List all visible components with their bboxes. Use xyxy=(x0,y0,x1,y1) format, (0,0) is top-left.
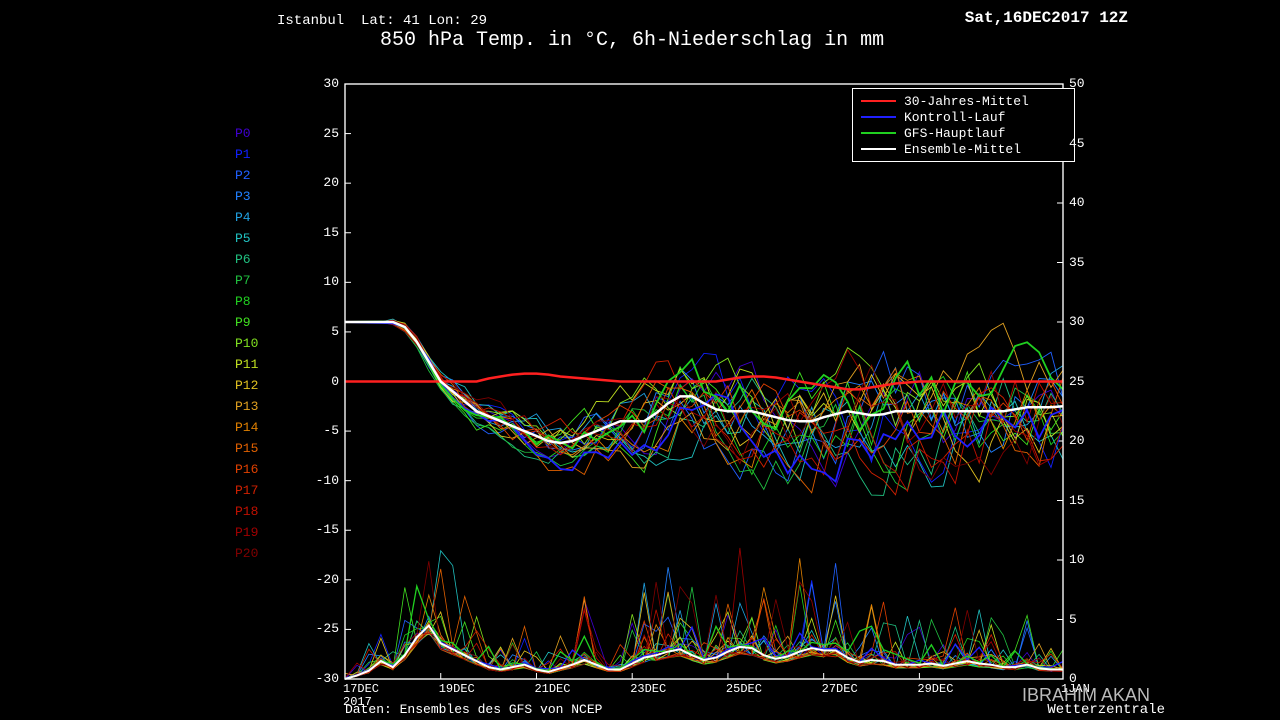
y-left-tick: 30 xyxy=(323,76,339,91)
y-right-tick: 40 xyxy=(1069,195,1085,210)
y-left-tick: -25 xyxy=(316,621,339,636)
member-label: P13 xyxy=(235,399,258,414)
y-right-tick: 5 xyxy=(1069,612,1077,627)
y-left-tick: 5 xyxy=(331,324,339,339)
location-label: Istanbul Lat: 41 Lon: 29 xyxy=(277,13,487,29)
y-right-tick: 50 xyxy=(1069,76,1085,91)
member-label: P2 xyxy=(235,168,251,183)
y-right-tick: 20 xyxy=(1069,433,1085,448)
chart-svg xyxy=(0,0,1280,720)
member-label: P9 xyxy=(235,315,251,330)
y-left-tick: -30 xyxy=(316,671,339,686)
y-right-tick: 30 xyxy=(1069,314,1085,329)
legend-label: Kontroll-Lauf xyxy=(904,110,1005,125)
y-right-tick: 35 xyxy=(1069,255,1085,270)
legend-label: Ensemble-Mittel xyxy=(904,142,1021,157)
y-right-tick: 25 xyxy=(1069,374,1085,389)
site-label: Wetterzentrale xyxy=(1047,702,1165,718)
legend-color-swatch xyxy=(861,116,896,118)
member-label: P10 xyxy=(235,336,258,351)
legend-color-swatch xyxy=(861,132,896,134)
legend-label: GFS-Hauptlauf xyxy=(904,126,1005,141)
y-left-tick: -10 xyxy=(316,473,339,488)
y-left-tick: 10 xyxy=(323,274,339,289)
chart-title: 850 hPa Temp. in °C, 6h-Niederschlag in … xyxy=(380,29,884,52)
legend: 30-Jahres-MittelKontroll-LaufGFS-Hauptla… xyxy=(852,88,1075,162)
member-label: P17 xyxy=(235,483,258,498)
member-label: P6 xyxy=(235,252,251,267)
member-label: P12 xyxy=(235,378,258,393)
y-left-tick: 20 xyxy=(323,175,339,190)
legend-item: 30-Jahres-Mittel xyxy=(861,93,1066,109)
run-date-label: Sat,16DEC2017 12Z xyxy=(965,9,1128,27)
x-tick: 27DEC xyxy=(822,682,858,696)
member-label: P5 xyxy=(235,231,251,246)
y-left-tick: -5 xyxy=(323,423,339,438)
y-right-tick: 15 xyxy=(1069,493,1085,508)
y-left-tick: 0 xyxy=(331,374,339,389)
x-tick: 19DEC xyxy=(439,682,475,696)
member-label: P8 xyxy=(235,294,251,309)
x-tick: 29DEC xyxy=(917,682,953,696)
y-left-tick: 25 xyxy=(323,126,339,141)
y-left-tick: -20 xyxy=(316,572,339,587)
x-tick: 17DEC xyxy=(343,682,379,696)
y-left-tick: 15 xyxy=(323,225,339,240)
member-label: P0 xyxy=(235,126,251,141)
member-label: P19 xyxy=(235,525,258,540)
legend-label: 30-Jahres-Mittel xyxy=(904,94,1029,109)
member-label: P20 xyxy=(235,546,258,561)
legend-item: Kontroll-Lauf xyxy=(861,109,1066,125)
legend-color-swatch xyxy=(861,148,896,150)
member-label: P15 xyxy=(235,441,258,456)
data-source-label: Daten: Ensembles des GFS von NCEP xyxy=(345,702,602,717)
member-label: P16 xyxy=(235,462,258,477)
legend-item: Ensemble-Mittel xyxy=(861,141,1066,157)
member-label: P11 xyxy=(235,357,258,372)
x-tick: 25DEC xyxy=(726,682,762,696)
x-tick: 23DEC xyxy=(630,682,666,696)
y-left-tick: -15 xyxy=(316,522,339,537)
member-label: P4 xyxy=(235,210,251,225)
legend-item: GFS-Hauptlauf xyxy=(861,125,1066,141)
y-right-tick: 45 xyxy=(1069,136,1085,151)
member-label: P7 xyxy=(235,273,251,288)
member-label: P14 xyxy=(235,420,258,435)
member-label: P1 xyxy=(235,147,251,162)
member-label: P18 xyxy=(235,504,258,519)
y-right-tick: 10 xyxy=(1069,552,1085,567)
x-tick: 21DEC xyxy=(534,682,570,696)
member-label: P3 xyxy=(235,189,251,204)
legend-color-swatch xyxy=(861,100,896,102)
